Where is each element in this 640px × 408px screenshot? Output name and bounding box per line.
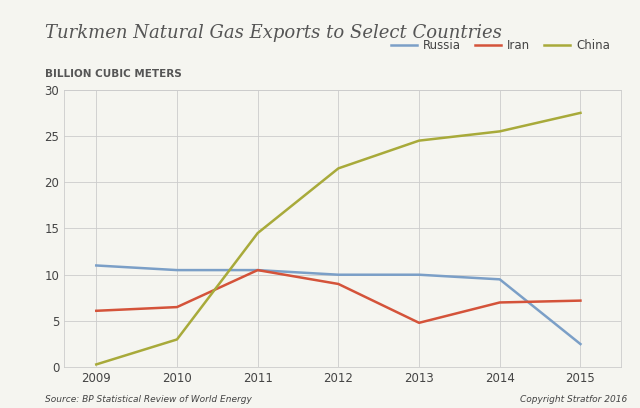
Text: Turkmen Natural Gas Exports to Select Countries: Turkmen Natural Gas Exports to Select Co… <box>45 24 502 42</box>
Text: BILLION CUBIC METERS: BILLION CUBIC METERS <box>45 69 182 80</box>
Legend: Russia, Iran, China: Russia, Iran, China <box>387 35 615 57</box>
Text: Source: BP Statistical Review of World Energy: Source: BP Statistical Review of World E… <box>45 395 252 404</box>
Text: Copyright Stratfor 2016: Copyright Stratfor 2016 <box>520 395 627 404</box>
